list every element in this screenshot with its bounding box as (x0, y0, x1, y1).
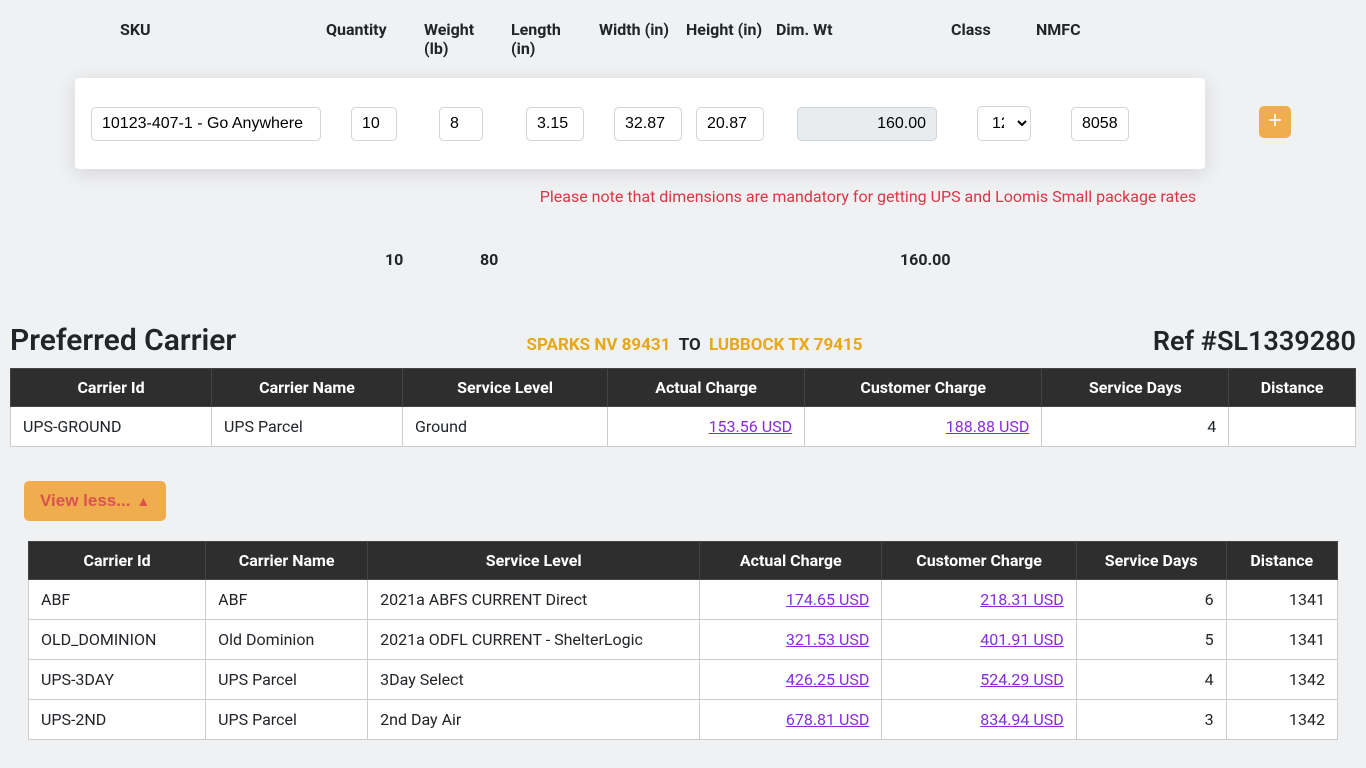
col-customer-charge: Customer Charge (882, 542, 1076, 580)
table-row: OLD_DOMINIONOld Dominion2021a ODFL CURRE… (29, 620, 1338, 660)
cell-service-days: 4 (1042, 407, 1229, 447)
col-service-level: Service Level (368, 542, 700, 580)
cell-distance: 1342 (1226, 660, 1337, 700)
cell-carrier-name: Old Dominion (206, 620, 368, 660)
actual-charge-link[interactable]: 678.81 USD (786, 710, 870, 729)
cell-carrier-name: ABF (206, 580, 368, 620)
col-carrier-id: Carrier Id (29, 542, 206, 580)
cell-service-days: 4 (1076, 660, 1226, 700)
col-carrier-id: Carrier Id (11, 369, 212, 407)
customer-charge-link[interactable]: 834.94 USD (980, 710, 1064, 729)
sku-input-row: 12 (75, 78, 1205, 169)
header-weight: Weight (lb) (418, 20, 505, 58)
col-service-days: Service Days (1076, 542, 1226, 580)
header-height: Height (in) (680, 20, 770, 58)
actual-charge-link[interactable]: 426.25 USD (786, 670, 870, 689)
cell-carrier-id: UPS-GROUND (11, 407, 212, 447)
col-distance: Distance (1229, 369, 1356, 407)
triangle-up-icon: ▲ (136, 493, 150, 509)
table-row: UPS-GROUND UPS Parcel Ground 153.56 USD … (11, 407, 1356, 447)
preferred-carrier-header: Preferred Carrier SPARKS NV 89431 TO LUB… (10, 323, 1356, 358)
customer-charge-link[interactable]: 188.88 USD (946, 417, 1030, 436)
cell-service-days: 5 (1076, 620, 1226, 660)
col-actual-charge: Actual Charge (608, 369, 805, 407)
cell-service-level: 2nd Day Air (368, 700, 700, 740)
dimensions-note: Please note that dimensions are mandator… (380, 187, 1356, 206)
length-input[interactable] (526, 107, 584, 141)
total-weight: 80 (480, 250, 900, 269)
cell-carrier-id: UPS-3DAY (29, 660, 206, 700)
weight-input[interactable] (439, 107, 483, 141)
header-class: Class (945, 20, 1030, 58)
totals-row: 10 80 160.00 (10, 250, 1356, 269)
total-quantity: 10 (385, 250, 480, 269)
col-service-days: Service Days (1042, 369, 1229, 407)
cell-carrier-name: UPS Parcel (206, 700, 368, 740)
cell-distance (1229, 407, 1356, 447)
sku-input[interactable] (91, 107, 321, 141)
header-quantity: Quantity (320, 20, 418, 58)
col-carrier-name: Carrier Name (212, 369, 403, 407)
route-to-label: TO (679, 335, 701, 355)
cell-service-days: 3 (1076, 700, 1226, 740)
customer-charge-link[interactable]: 524.29 USD (980, 670, 1064, 689)
cell-service-level: 2021a ODFL CURRENT - ShelterLogic (368, 620, 700, 660)
cell-carrier-id: UPS-2ND (29, 700, 206, 740)
customer-charge-link[interactable]: 218.31 USD (980, 590, 1064, 609)
actual-charge-link[interactable]: 153.56 USD (709, 417, 793, 436)
height-input[interactable] (696, 107, 764, 141)
cell-distance: 1341 (1226, 620, 1337, 660)
nmfc-input[interactable] (1071, 107, 1129, 141)
cell-carrier-name: UPS Parcel (206, 660, 368, 700)
header-nmfc: NMFC (1030, 20, 1130, 58)
cell-carrier-id: OLD_DOMINION (29, 620, 206, 660)
cell-service-level: Ground (403, 407, 608, 447)
cell-service-level: 2021a ABFS CURRENT Direct (368, 580, 700, 620)
plus-icon (1265, 110, 1285, 134)
col-carrier-name: Carrier Name (206, 542, 368, 580)
actual-charge-link[interactable]: 174.65 USD (786, 590, 870, 609)
table-row: UPS-3DAYUPS Parcel3Day Select 426.25 USD 5… (29, 660, 1338, 700)
col-customer-charge: Customer Charge (805, 369, 1042, 407)
col-service-level: Service Level (403, 369, 608, 407)
cell-service-days: 6 (1076, 580, 1226, 620)
header-width: Width (in) (593, 20, 680, 58)
cell-carrier-id: ABF (29, 580, 206, 620)
table-row: ABFABF2021a ABFS CURRENT Direct174.65 US… (29, 580, 1338, 620)
alternative-carriers-table: Carrier Id Carrier Name Service Level Ac… (28, 541, 1338, 740)
preferred-carrier-title: Preferred Carrier (10, 323, 236, 358)
cell-distance: 1342 (1226, 700, 1337, 740)
col-actual-charge: Actual Charge (700, 542, 882, 580)
table-row: UPS-2NDUPS Parcel2nd Day Air 678.81 USD 83… (29, 700, 1338, 740)
col-distance: Distance (1226, 542, 1337, 580)
route-destination: LUBBOCK TX 79415 (709, 335, 863, 355)
header-sku: SKU (10, 20, 320, 58)
header-dim-wt: Dim. Wt (770, 20, 945, 58)
cell-distance: 1341 (1226, 580, 1337, 620)
route-origin: SPARKS NV 89431 (526, 335, 670, 355)
sku-table-header: SKU Quantity Weight (lb) Length (in) Wid… (10, 10, 1356, 78)
dim-wt-output (797, 107, 937, 141)
class-select[interactable]: 12 (977, 106, 1031, 141)
reference-number: Ref #SL1339280 (1153, 325, 1356, 357)
total-dim-wt: 160.00 (900, 250, 951, 269)
view-less-button[interactable]: View less... ▲ (24, 481, 166, 521)
width-input[interactable] (614, 107, 682, 141)
cell-carrier-name: UPS Parcel (212, 407, 403, 447)
add-row-button[interactable] (1259, 106, 1291, 138)
header-length: Length (in) (505, 20, 593, 58)
cell-service-level: 3Day Select (368, 660, 700, 700)
actual-charge-link[interactable]: 321.53 USD (786, 630, 870, 649)
route-display: SPARKS NV 89431 TO LUBBOCK TX 79415 (236, 335, 1153, 355)
view-less-label: View less... (40, 491, 130, 511)
customer-charge-link[interactable]: 401.91 USD (980, 630, 1064, 649)
quantity-input[interactable] (351, 107, 397, 141)
preferred-carrier-table: Carrier Id Carrier Name Service Level Ac… (10, 368, 1356, 447)
